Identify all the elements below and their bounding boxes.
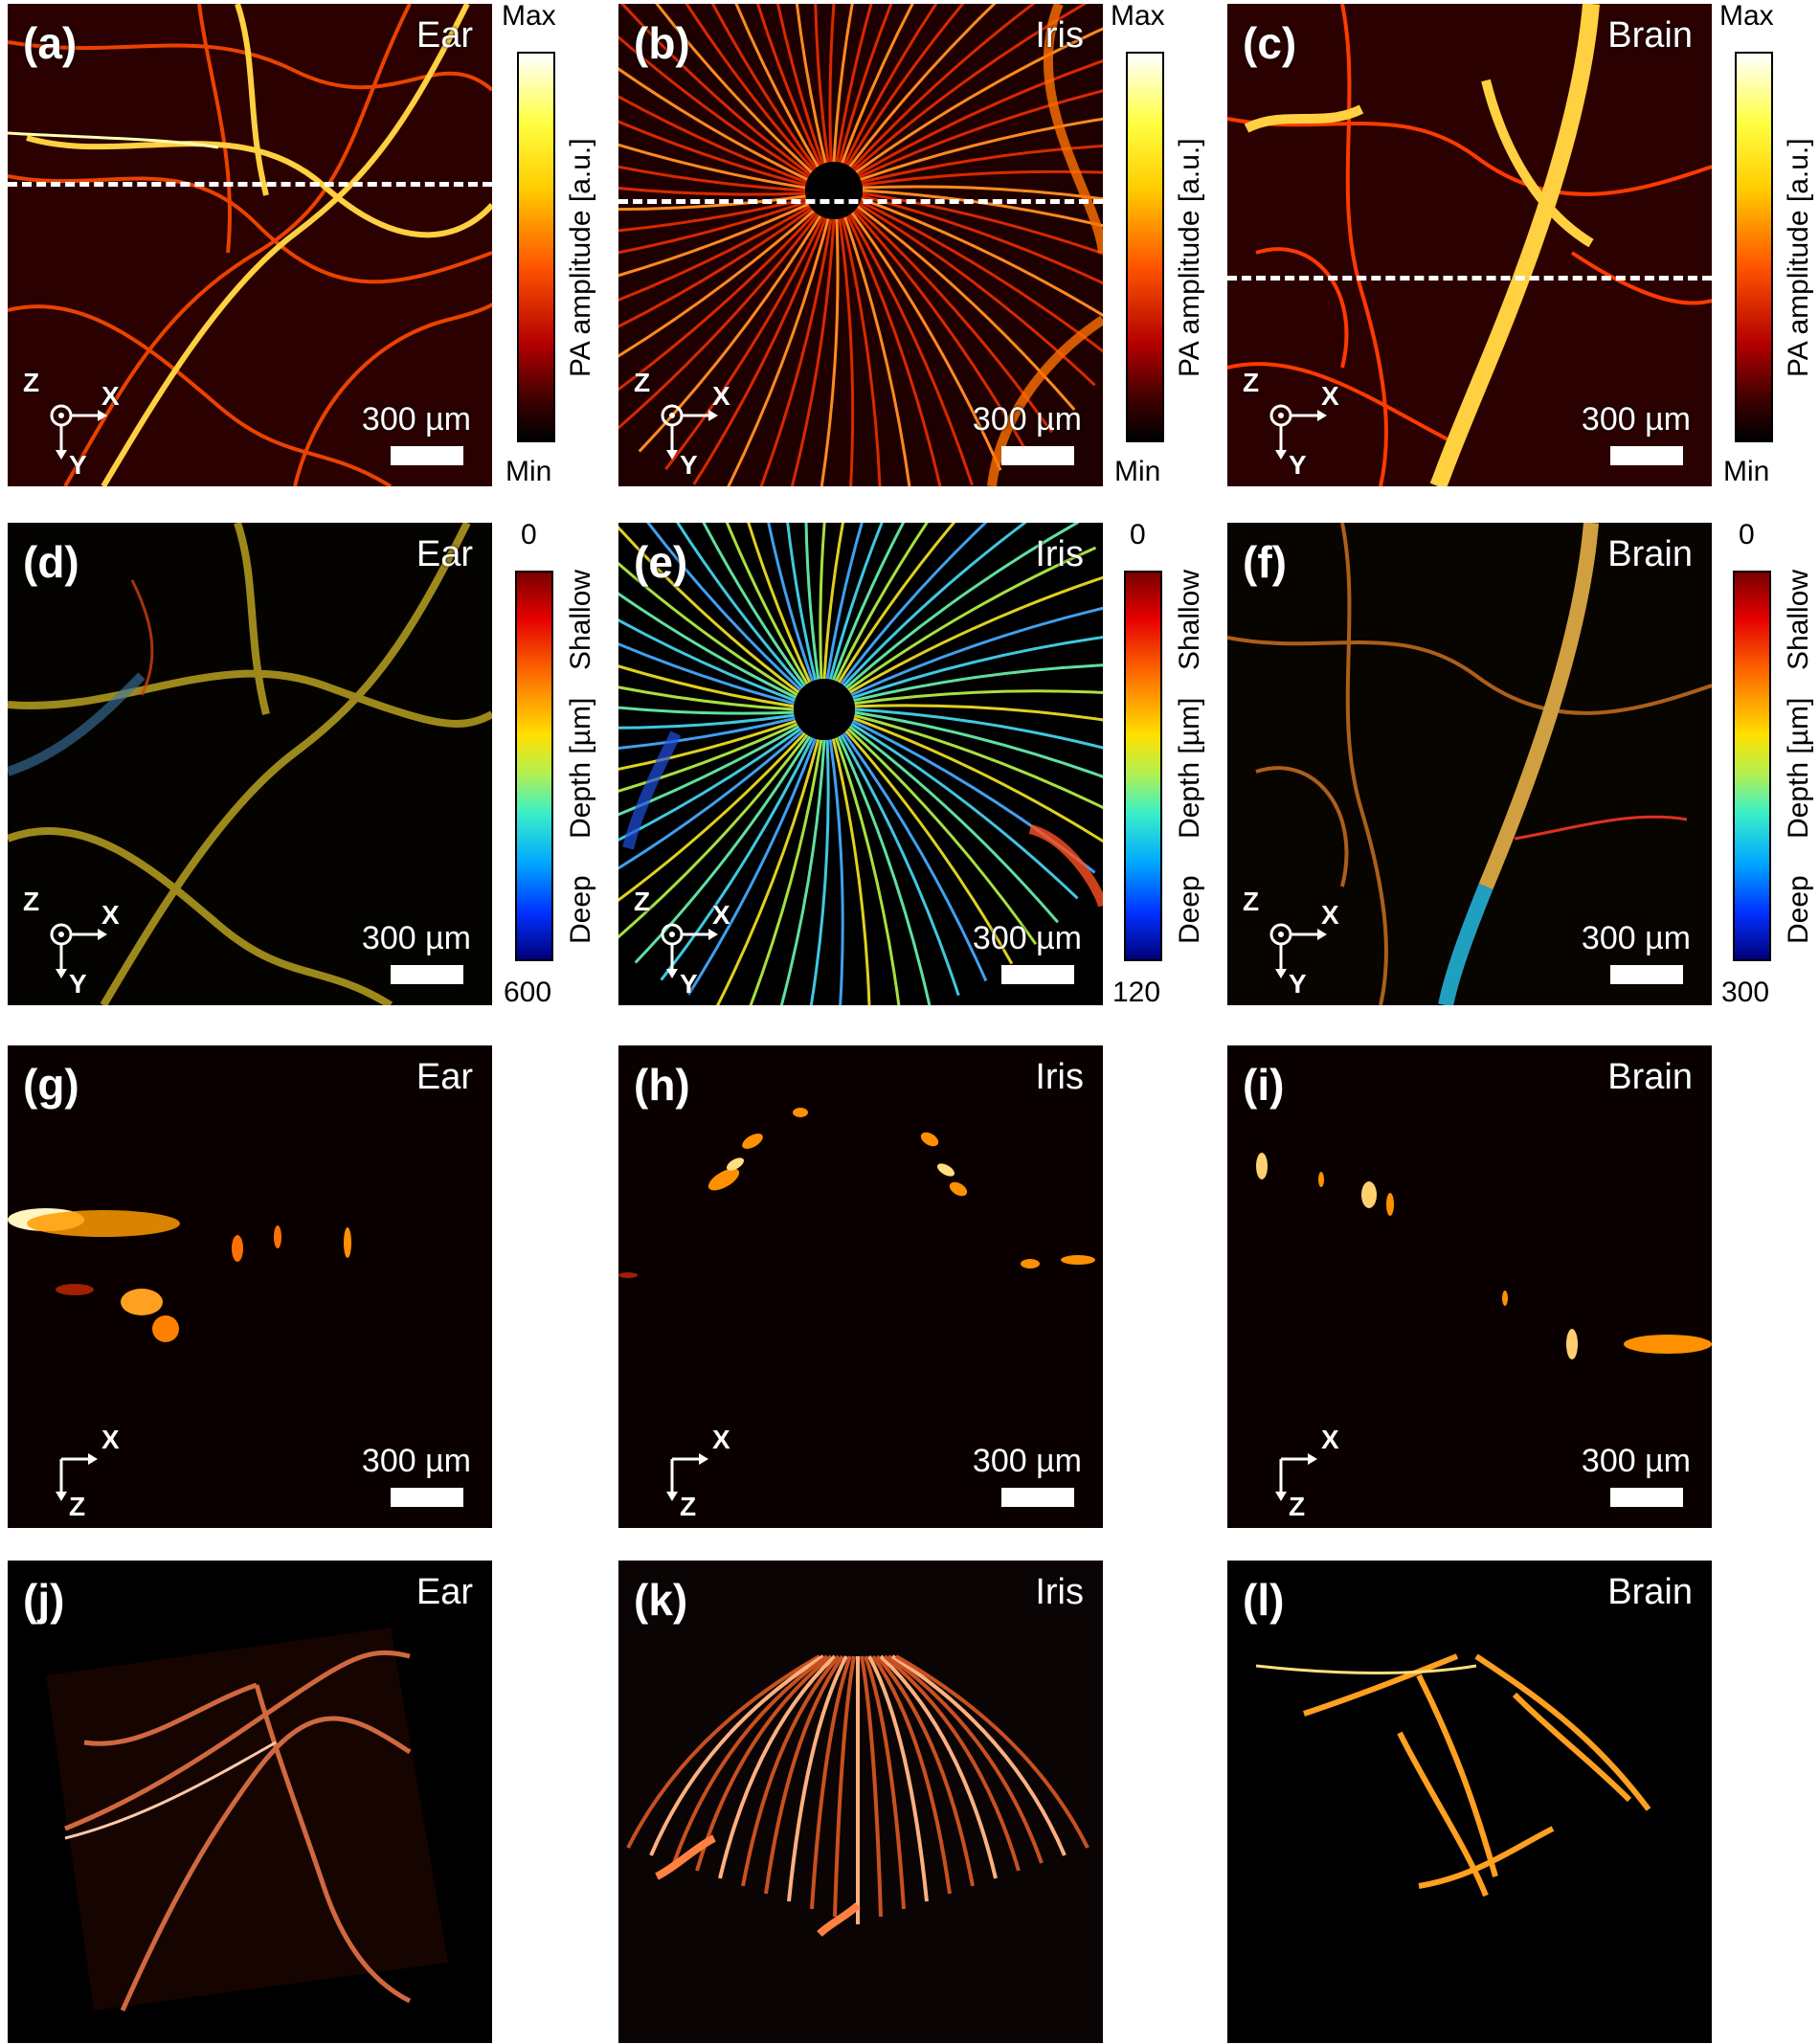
axes-indicator: Z X Y bbox=[634, 368, 730, 480]
tissue-label: Ear bbox=[415, 534, 473, 574]
panel-f-brain-depth: (f) Brain Z X Y 300 µm bbox=[1227, 523, 1712, 1005]
tissue-label: Iris bbox=[1035, 1057, 1084, 1097]
axes-indicator: Z X Y bbox=[634, 887, 730, 999]
tissue-label: Ear bbox=[415, 15, 473, 56]
panel-label: (d) bbox=[23, 537, 79, 587]
tissue-label: Iris bbox=[1035, 534, 1084, 574]
panel-label: (l) bbox=[1243, 1575, 1285, 1625]
axes-indicator: X Z bbox=[1241, 1415, 1346, 1521]
tissue-label: Ear bbox=[415, 1057, 473, 1097]
panel-k-iris-3d: (k) Iris bbox=[618, 1561, 1103, 2043]
ear-bscan-image bbox=[8, 1045, 492, 1528]
axes-indicator: Z X Y bbox=[23, 887, 120, 999]
scale-bar bbox=[391, 446, 463, 465]
axes-indicator: X Z bbox=[632, 1415, 737, 1521]
brain-3d-render bbox=[1227, 1561, 1712, 2043]
brain-vessel-image bbox=[1227, 4, 1712, 486]
brain-bscan-image bbox=[1227, 1045, 1712, 1528]
cross-section-line bbox=[618, 199, 1103, 204]
scale-bar bbox=[1610, 965, 1683, 984]
panel-label: (h) bbox=[634, 1060, 690, 1110]
panel-label: (g) bbox=[23, 1060, 79, 1110]
tissue-label: Ear bbox=[415, 1572, 473, 1612]
scale-bar-label: 300 µm bbox=[1581, 1443, 1691, 1479]
tissue-label: Iris bbox=[1035, 1572, 1084, 1612]
panel-label: (a) bbox=[23, 18, 78, 68]
scale-bar-label: 300 µm bbox=[972, 920, 1082, 956]
panel-j-ear-3d: (j) Ear bbox=[8, 1561, 492, 2043]
panel-b-iris-mip: (b) Iris Z X Y 300 µm bbox=[618, 4, 1103, 486]
panel-i-brain-bscan: (i) Brain X Z 300 µm bbox=[1227, 1045, 1712, 1528]
ear-3d-render bbox=[8, 1561, 492, 2043]
scale-bar-label: 300 µm bbox=[361, 401, 471, 438]
tissue-label: Brain bbox=[1607, 15, 1693, 56]
iris-3d-render bbox=[618, 1561, 1103, 2043]
axes-indicator: Z X Y bbox=[23, 368, 120, 480]
scale-bar bbox=[1610, 1488, 1683, 1507]
cross-section-line bbox=[1227, 276, 1712, 281]
scale-bar bbox=[391, 965, 463, 984]
ear-vessel-image bbox=[8, 4, 492, 486]
scale-bar bbox=[1001, 446, 1074, 465]
axes-indicator: Z X Y bbox=[1243, 368, 1339, 480]
panel-h-iris-bscan: (h) Iris X Z 300 µm bbox=[618, 1045, 1103, 1528]
scale-bar-label: 300 µm bbox=[972, 401, 1082, 438]
panel-label: (e) bbox=[634, 537, 688, 587]
panel-label: (c) bbox=[1243, 18, 1297, 68]
iris-vessel-image bbox=[618, 4, 1103, 486]
brain-depth-image bbox=[1227, 523, 1712, 1005]
tissue-label: Brain bbox=[1607, 534, 1693, 574]
panel-l-brain-3d: (l) Brain bbox=[1227, 1561, 1712, 2043]
scale-bar bbox=[1610, 446, 1683, 465]
panel-label: (k) bbox=[634, 1575, 688, 1625]
tissue-label: Brain bbox=[1607, 1057, 1693, 1097]
iris-depth-image bbox=[618, 523, 1103, 1005]
scale-bar-label: 300 µm bbox=[361, 1443, 471, 1479]
cross-section-line bbox=[8, 182, 492, 187]
iris-bscan-image bbox=[618, 1045, 1103, 1528]
panel-label: (j) bbox=[23, 1575, 65, 1625]
axes-indicator: X Z bbox=[21, 1415, 126, 1521]
scale-bar bbox=[1001, 965, 1074, 984]
panel-label: (f) bbox=[1243, 537, 1287, 587]
tissue-label: Brain bbox=[1607, 1572, 1693, 1612]
scale-bar bbox=[391, 1488, 463, 1507]
panel-label: (i) bbox=[1243, 1060, 1285, 1110]
scale-bar-label: 300 µm bbox=[361, 920, 471, 956]
panel-g-ear-bscan: (g) Ear X Z 300 µm bbox=[8, 1045, 492, 1528]
scale-bar-label: 300 µm bbox=[972, 1443, 1082, 1479]
panel-c-brain-mip: (c) Brain Z X Y 300 µm bbox=[1227, 4, 1712, 486]
panel-label: (b) bbox=[634, 18, 690, 68]
panel-e-iris-depth: (e) Iris Z X Y 300 µm bbox=[618, 523, 1103, 1005]
scale-bar-label: 300 µm bbox=[1581, 920, 1691, 956]
panel-a-ear-mip: (a) Ear Z X Y 300 µm bbox=[8, 4, 492, 486]
scale-bar-label: 300 µm bbox=[1581, 401, 1691, 438]
tissue-label: Iris bbox=[1035, 15, 1084, 56]
scale-bar bbox=[1001, 1488, 1074, 1507]
panel-d-ear-depth: (d) Ear Z X Y 300 µm bbox=[8, 523, 492, 1005]
ear-depth-image bbox=[8, 523, 492, 1005]
axes-indicator: Z X Y bbox=[1243, 887, 1339, 999]
